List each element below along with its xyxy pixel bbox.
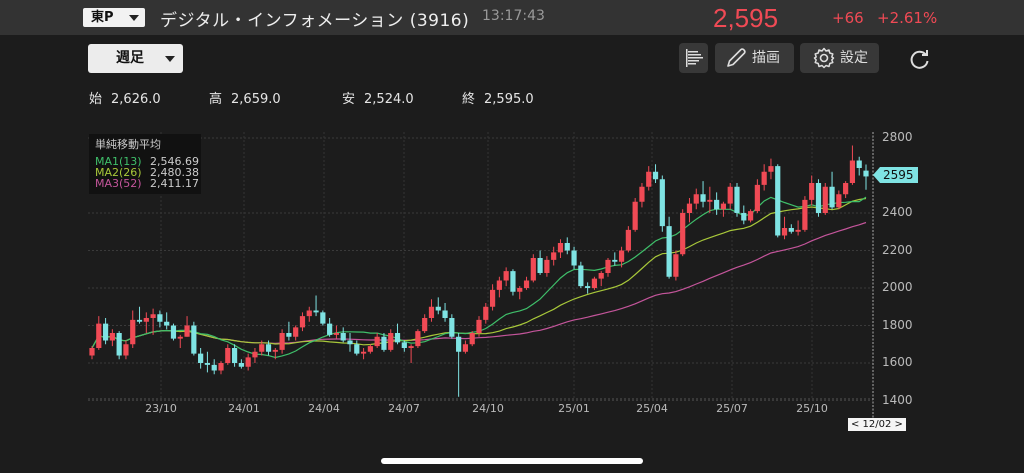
open-value: 始 2,626.0 [89,92,161,107]
x-tick-label: 25/01 [558,402,590,415]
current-price-tag: 2595 [873,167,918,183]
x-tick-label: 24/10 [472,402,504,415]
price-change: +66 [832,9,864,27]
ma-legend: 単純移動平均 MA1(13) 2,546.69 MA2(26) 2,480.38… [89,134,201,194]
x-tick-label: 24/04 [308,402,340,415]
draw-label: 描画 [752,50,780,66]
y-tick-label: 2800 [882,130,913,144]
gear-icon [813,47,835,69]
volume-profile-button[interactable] [679,43,708,73]
update-time: 13:17:43 [482,8,545,24]
y-tick-label: 1800 [882,317,913,332]
pencil-icon [727,48,746,67]
bar-list-icon [686,49,703,67]
refresh-icon [910,50,929,69]
x-tick-label: 24/01 [228,402,260,415]
market-label: 東P [91,10,114,25]
y-tick-label: 1600 [882,355,913,369]
x-tick-label: 25/07 [716,402,748,415]
legend-ma2: MA2(26) 2,480.38 [95,166,199,179]
home-indicator [381,458,643,464]
price-change-percent: +2.61% [877,9,938,27]
market-select[interactable]: 東P [83,8,145,27]
x-tick-label: 24/07 [388,402,420,415]
y-tick-label: 2400 [882,205,913,219]
period-label: 週足 [116,50,144,66]
period-select[interactable]: 週足 [88,44,183,73]
y-tick-label: 2200 [882,242,913,257]
stock-name: デジタル・インフォメーション (3916) [160,11,470,31]
current-price: 2,595 [713,3,779,33]
legend-ma1: MA1(13) 2,546.69 [95,155,199,168]
close-value: 終 2,595.0 [462,92,534,107]
y-tick-label: 2000 [882,280,913,294]
high-value: 高 2,659.0 [209,92,281,107]
x-tick-label: 23/10 [145,402,177,415]
settings-button[interactable]: 設定 [800,43,879,73]
chevron-down-icon [129,15,139,21]
settings-label: 設定 [840,50,868,66]
legend-ma3: MA3(52) 2,411.17 [95,177,199,190]
date-navigator[interactable]: < 12/02 > [848,418,906,431]
draw-button[interactable]: 描画 [715,43,794,73]
refresh-button[interactable] [908,48,932,72]
header-bar: 東P デジタル・インフォメーション (3916) 13:17:43 2,595 … [0,0,1024,35]
chevron-down-icon [165,56,175,62]
legend-title: 単純移動平均 [95,138,161,151]
y-tick-label: 1400 [882,392,913,407]
low-value: 安 2,524.0 [342,92,414,107]
x-tick-label: 25/10 [796,402,828,415]
x-tick-label: 25/04 [636,402,668,415]
